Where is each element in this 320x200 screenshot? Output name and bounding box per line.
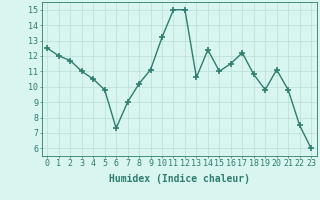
X-axis label: Humidex (Indice chaleur): Humidex (Indice chaleur)	[109, 174, 250, 184]
